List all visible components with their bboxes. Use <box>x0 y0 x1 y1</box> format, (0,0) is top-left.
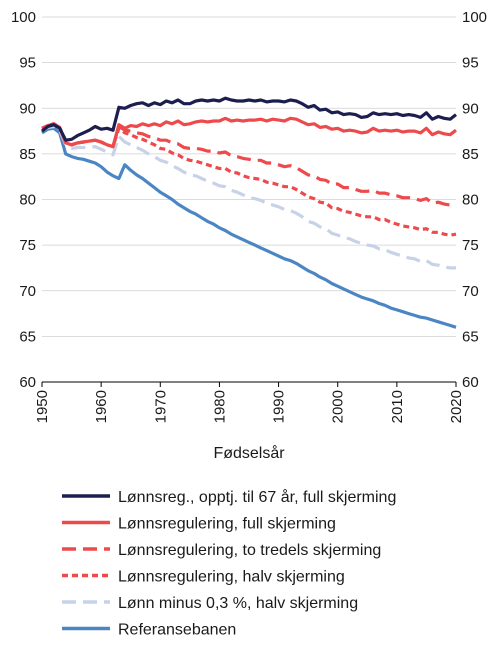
y-tick-label-left: 100 <box>11 9 36 26</box>
x-tick-label: 1980 <box>211 390 228 423</box>
y-tick-label-left: 80 <box>19 192 36 209</box>
series-lines <box>41 96 457 329</box>
legend-label: Lønnsregulering, to tredels skjerming <box>118 542 381 559</box>
legend: Lønnsreg., opptj. til 67 år, full skjerm… <box>62 488 396 639</box>
x-tick-label: 1960 <box>93 390 110 423</box>
y-tick-label-left: 75 <box>19 237 36 254</box>
y-tick-label-right: 90 <box>462 100 479 117</box>
series-line <box>41 116 457 149</box>
y-tick-label-left: 85 <box>19 146 36 163</box>
series-line <box>41 126 457 329</box>
x-tick-label: 2010 <box>389 390 406 423</box>
y-tick-label-right: 75 <box>462 237 479 254</box>
legend-label: Lønnsregulering, halv skjerming <box>118 569 345 586</box>
x-tick-label: 1950 <box>34 390 51 423</box>
x-tick-label: 1990 <box>271 390 288 423</box>
y-tick-label-left: 90 <box>19 100 36 117</box>
y-tick-label-left: 95 <box>19 55 36 72</box>
gridlines <box>42 16 456 383</box>
legend-label: Lønn minus 0,3 %, halv skjerming <box>118 595 358 612</box>
y-tick-label-right: 80 <box>462 192 479 209</box>
y-tick-label-right: 85 <box>462 146 479 163</box>
series-line <box>41 124 456 270</box>
x-tick-label: 2020 <box>448 390 465 423</box>
y-tick-label-right: 65 <box>462 328 479 345</box>
axes: 60 60 65 65 70 70 75 75 80 80 85 85 90 90 95 95 100 100 19… <box>11 9 487 423</box>
y-tick-label-right: 95 <box>462 55 479 72</box>
y-tick-label-left: 65 <box>19 328 36 345</box>
x-tick-label: 2000 <box>330 390 347 423</box>
y-tick-label-right: 70 <box>462 283 479 300</box>
series-line <box>41 96 457 142</box>
y-tick-label-left: 60 <box>19 374 36 391</box>
x-axis-title: Fødselsår <box>213 444 285 462</box>
y-tick-label-left: 70 <box>19 283 36 300</box>
y-tick-label-right: 60 <box>462 374 479 391</box>
legend-label: Lønnsreg., opptj. til 67 år, full skjerm… <box>118 488 396 506</box>
legend-label: Referansebanen <box>118 622 236 639</box>
y-tick-label-right: 100 <box>462 9 487 26</box>
legend-label: Lønnsregulering, full skjerming <box>118 516 336 533</box>
x-tick-label: 1970 <box>152 390 169 423</box>
series-line <box>41 122 457 237</box>
series-line <box>41 122 456 207</box>
